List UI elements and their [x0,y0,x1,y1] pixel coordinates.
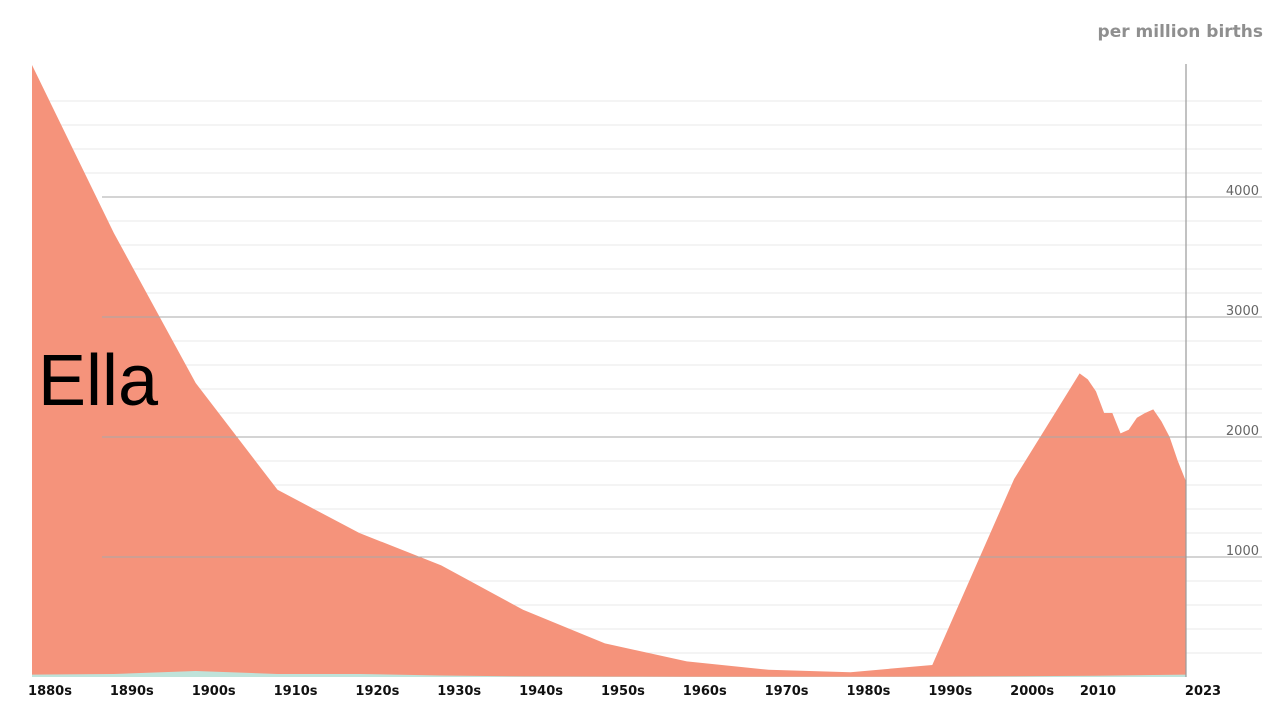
x-tick-label: 1930s [437,684,481,699]
x-tick-label: 2000s [1010,684,1054,699]
x-axis-ticks: 1880s 1890s 1900s 1910s 1920s 1930s 1940s 1950s… [28,684,1221,699]
x-tick-label: 1880s [28,684,72,699]
y-tick-label: 4000 [1226,184,1259,199]
y-tick-label: 3000 [1226,304,1259,319]
x-tick-label: 2023 [1185,684,1221,699]
gridlines [32,100,1262,654]
y-axis-ticks: 1000 2000 3000 4000 [1226,184,1259,559]
major-gridlines [102,196,1262,558]
x-tick-label: 1960s [683,684,727,699]
x-tick-label: 1900s [192,684,236,699]
y-tick-label: 1000 [1226,544,1259,559]
area-minor-variant [32,671,1186,677]
area-ella [32,65,1186,677]
x-tick-label: 1970s [765,684,809,699]
x-tick-label: 1890s [110,684,154,699]
x-tick-label: 1990s [928,684,972,699]
y-tick-label: 2000 [1226,424,1259,439]
x-tick-label: 1980s [846,684,890,699]
area-series [32,65,1186,677]
y-axis-unit-label: per million births [1097,22,1263,42]
x-tick-label: 1950s [601,684,645,699]
x-tick-label: 1920s [355,684,399,699]
x-tick-label: 2010 [1080,684,1116,699]
name-label: Ella [38,341,159,421]
x-tick-label: 1940s [519,684,563,699]
x-tick-label: 1910s [274,684,318,699]
